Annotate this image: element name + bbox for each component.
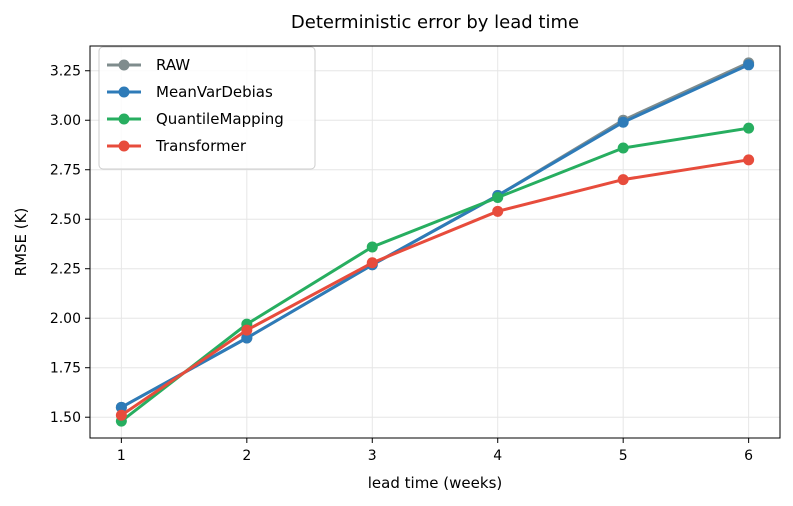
y-tick-label: 2.75 — [50, 163, 81, 179]
legend-label: MeanVarDebias — [156, 83, 273, 101]
y-tick-label: 1.75 — [50, 361, 81, 377]
x-axis-title: lead time (weeks) — [368, 474, 502, 492]
legend-swatch-marker — [118, 86, 130, 98]
data-point-meanvardebias — [115, 401, 127, 413]
series-layer — [115, 57, 755, 427]
legend-label: RAW — [156, 56, 190, 74]
y-axis: 1.50 1.75 2.00 2.25 2.50 2.75 3.00 3.25 — [50, 64, 90, 426]
x-tick-label: 5 — [619, 448, 628, 464]
data-point-transformer — [492, 205, 504, 217]
series-line-quantilemapping — [120, 126, 749, 423]
data-point-quantilemapping — [743, 122, 755, 134]
legend-label: QuantileMapping — [156, 110, 284, 128]
x-tick-label: 1 — [117, 448, 126, 464]
legend-item-raw: RAW — [107, 56, 190, 74]
data-point-transformer — [617, 174, 629, 186]
data-point-transformer — [115, 409, 127, 421]
x-tick-label: 3 — [368, 448, 377, 464]
data-point-transformer — [366, 257, 378, 269]
series-line-meanvardebias — [120, 63, 750, 409]
data-point-quantilemapping — [617, 142, 629, 154]
y-tick-label: 2.50 — [50, 212, 81, 228]
legend-item-transformer: Transformer — [107, 137, 247, 155]
plot-frame — [89, 45, 781, 439]
legend-item-quantilemapping: QuantileMapping — [107, 110, 284, 128]
legend-item-meanvardebias: MeanVarDebias — [107, 83, 273, 101]
series-transformer — [115, 154, 755, 421]
x-tick-label: 4 — [493, 448, 502, 464]
legend-swatch-marker — [118, 59, 130, 71]
legend-box — [98, 46, 316, 170]
x-axis: 1 2 3 4 5 6 — [117, 438, 753, 464]
data-point-transformer — [241, 324, 253, 336]
legend-label: Transformer — [155, 137, 247, 155]
y-tick-label: 2.00 — [50, 311, 81, 327]
y-axis-title: RMSE (K) — [12, 208, 30, 277]
data-point-meanvardebias — [241, 332, 253, 344]
y-tick-label: 3.25 — [50, 64, 81, 80]
y-tick-label: 3.00 — [50, 113, 81, 129]
x-tick-label: 6 — [744, 448, 753, 464]
series-line-transformer — [120, 158, 749, 417]
legend-swatch-marker — [118, 113, 130, 125]
x-tick-label: 2 — [242, 448, 251, 464]
y-tick-label: 2.25 — [50, 262, 81, 278]
data-point-quantilemapping — [492, 191, 504, 203]
data-point-meanvardebias — [743, 59, 755, 71]
data-point-meanvardebias — [617, 116, 629, 128]
data-point-transformer — [743, 154, 755, 166]
data-point-quantilemapping — [366, 241, 378, 253]
chart-title: Deterministic error by lead time — [291, 12, 579, 33]
legend: RAW MeanVarDebias QuantileMapping Transform… — [98, 46, 316, 170]
legend-swatch-marker — [118, 140, 130, 152]
y-tick-label: 1.50 — [50, 410, 81, 426]
